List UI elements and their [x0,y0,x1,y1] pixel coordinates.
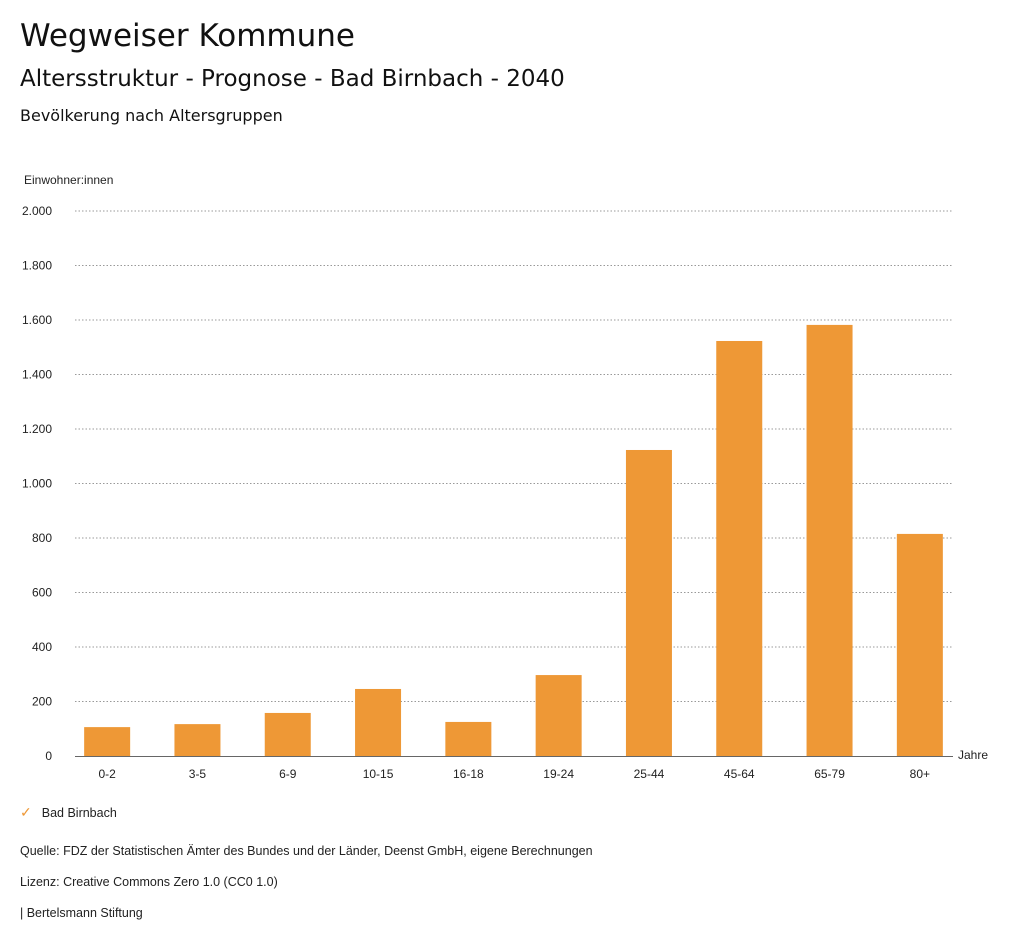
y-tick-label: 400 [32,640,52,654]
x-tick-label: 10-15 [363,767,394,781]
y-tick-label: 2.000 [22,204,52,218]
x-tick-label: 16-18 [453,767,484,781]
y-tick-label: 1.800 [22,259,52,273]
chart: Einwohner:innen Jahre 0 200 400 600 800 1.000… [22,173,988,781]
brand-text: | Bertelsmann Stiftung [20,906,143,920]
x-tick-label: 45-64 [724,767,755,781]
bar-80+[interactable] [896,533,943,756]
bar-16-18[interactable] [445,721,492,756]
bar-3-5[interactable] [174,724,221,756]
y-axis-label: Einwohner:innen [24,173,113,187]
y-tick-label: 800 [32,531,52,545]
y-tick-label: 1.200 [22,422,52,436]
x-axis-label: Jahre [958,748,988,762]
y-tick-label: 0 [45,749,52,763]
license-text: Lizenz: Creative Commons Zero 1.0 (CC0 1… [20,875,278,889]
bar-65-79[interactable] [806,324,853,756]
source-text: Quelle: FDZ der Statistischen Ämter des … [20,844,593,858]
bar-0-2[interactable] [84,727,131,756]
bar-45-64[interactable] [716,340,763,756]
legend-label: Bad Birnbach [41,805,117,820]
bar-10-15[interactable] [355,688,402,756]
y-tick-label: 200 [32,695,52,709]
x-tick-label: 19-24 [543,767,574,781]
x-tick-label: 25-44 [634,767,665,781]
app-title: Wegweiser Kommune [20,18,355,54]
check-icon: ✓ [20,804,32,820]
y-tick-label: 1.400 [22,368,52,382]
x-tick-label: 3-5 [189,767,207,781]
chart-heading: Bevölkerung nach Altersgruppen [20,106,283,125]
x-tick-label: 65-79 [814,767,845,781]
bar-25-44[interactable] [625,449,672,756]
y-tick-label: 1.000 [22,477,52,491]
chart-subtitle: Altersstruktur - Prognose - Bad Birnbach… [20,66,565,92]
x-tick-label: 80+ [910,767,930,781]
bar-19-24[interactable] [535,675,582,756]
bar-6-9[interactable] [264,712,311,756]
legend-item-bad-birnbach[interactable]: ✓ Bad Birnbach [20,804,117,821]
y-tick-label: 600 [32,586,52,600]
y-tick-label: 1.600 [22,313,52,327]
x-tick-label: 6-9 [279,767,297,781]
x-tick-label: 0-2 [98,767,116,781]
